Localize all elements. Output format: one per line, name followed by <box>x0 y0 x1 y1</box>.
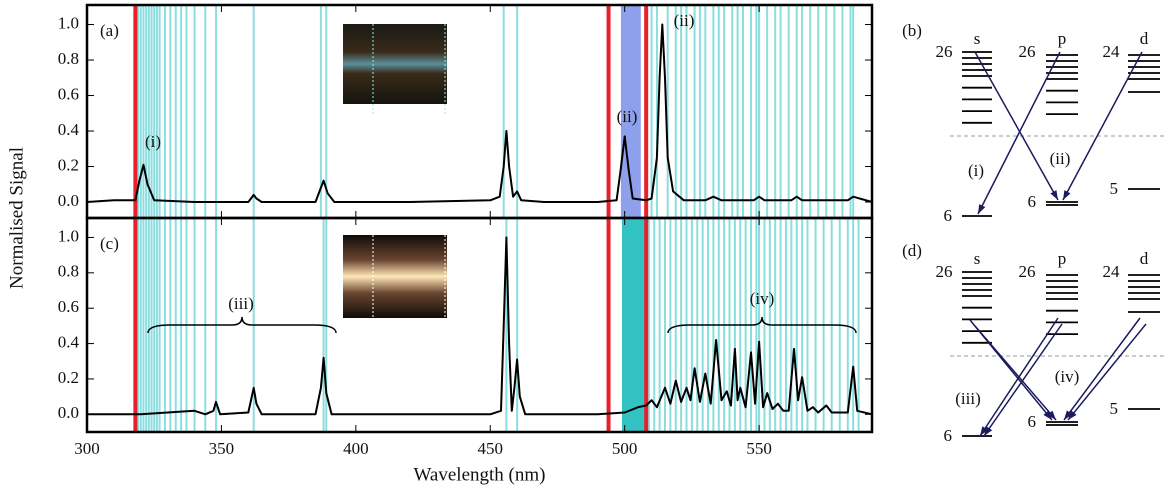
x-tick-label: 350 <box>209 439 235 458</box>
arrow-head <box>978 204 986 214</box>
y-axis-label: Normalised Signal <box>6 147 27 289</box>
panel: 0.0 0.2 0.4 0.6 0.8 1.0 300 350 400 450 500 550 (c) (… <box>58 216 874 485</box>
x-axis-label: Wavelength (nm) <box>414 464 546 485</box>
orbital-label: s <box>974 29 981 48</box>
inset-image <box>343 235 447 318</box>
y-tick-label: 0.6 <box>58 297 79 316</box>
x-tick-label: 300 <box>74 439 100 458</box>
transition-label: (i) <box>968 161 984 180</box>
level-label: 6 <box>1028 412 1037 431</box>
y-tick-label: 0.6 <box>58 84 79 103</box>
panel: 0.0 0.2 0.4 0.6 0.8 1.0 (a) (i) (ii) (ii) Normalis… <box>6 3 874 289</box>
arrow-head <box>1068 410 1077 420</box>
arrow-head <box>1064 410 1073 420</box>
transition-label: (iii) <box>955 389 981 408</box>
panel-label: (c) <box>100 234 119 253</box>
orbital-label: d <box>1140 249 1149 268</box>
transition-arrow <box>979 317 1059 437</box>
orbital-label: d <box>1140 29 1149 48</box>
transition-arrow <box>983 323 1063 437</box>
transition-label: (iv) <box>1055 367 1080 386</box>
arrow-head <box>1063 190 1071 200</box>
annotation: (iv) <box>750 289 775 308</box>
energy-diagram: (d) s 26 6 p 26 6 d 24 5 (iii) (iv) <box>902 241 1165 445</box>
y-tick-label: 0.4 <box>58 120 80 139</box>
annotation: (ii) <box>674 11 695 30</box>
diagrams: (b) s 26 6 p 26 6 d 24 5 (i) (ii) (d) s 26 6 p 26 6 d 24 5 (ii… <box>902 21 1165 445</box>
y-tick-label: 0.2 <box>58 368 79 387</box>
level-label: 26 <box>936 42 953 61</box>
spectrum-line <box>87 236 873 416</box>
level-label: 6 <box>944 426 953 445</box>
y-tick-label: 0.2 <box>58 155 79 174</box>
plot-frame <box>85 216 874 434</box>
x-tick-label: 500 <box>612 439 638 458</box>
y-tick-label: 0.8 <box>58 262 79 281</box>
y-tick-label: 0.0 <box>58 191 79 210</box>
transition-arrow <box>974 51 1059 201</box>
arrow-head <box>1047 410 1056 420</box>
spectrum-line <box>86 23 873 203</box>
orbital-label: s <box>974 249 981 268</box>
level-label: 24 <box>1103 262 1121 281</box>
band <box>621 218 647 432</box>
level-label: 6 <box>944 206 953 225</box>
insets <box>147 24 857 334</box>
transition-arrow <box>1062 51 1143 201</box>
transition-arrow <box>974 325 1057 421</box>
arrow-head <box>980 426 989 436</box>
brace <box>667 316 857 334</box>
x-tick-label: 400 <box>343 439 369 458</box>
arrow-head <box>1050 190 1058 200</box>
energy-diagram: (b) s 26 6 p 26 6 d 24 5 (i) (ii) <box>902 21 1165 225</box>
x-tick-label: 450 <box>478 439 504 458</box>
y-tick-label: 0.0 <box>58 403 79 422</box>
level-label: 24 <box>1103 42 1121 61</box>
annotation: (i) <box>145 132 161 151</box>
arrow-head <box>984 426 993 436</box>
level-label: 26 <box>1019 42 1036 61</box>
level-label: 5 <box>1110 399 1119 418</box>
annotation: (ii) <box>617 107 638 126</box>
orbital-label: p <box>1058 29 1067 48</box>
annotation: (iii) <box>228 294 254 313</box>
y-tick-label: 1.0 <box>58 226 79 245</box>
panel-label: (d) <box>902 241 922 260</box>
brace <box>147 316 337 334</box>
level-label: 26 <box>1019 262 1036 281</box>
level-label: 5 <box>1110 179 1119 198</box>
level-label: 6 <box>1028 192 1037 211</box>
level-label: 26 <box>936 262 953 281</box>
transition-arrow <box>977 51 1061 215</box>
panel-label: (a) <box>100 21 119 40</box>
band <box>620 5 641 218</box>
y-tick-label: 0.4 <box>58 332 80 351</box>
panel-label: (b) <box>902 21 922 40</box>
transition-arrow <box>1063 317 1141 421</box>
transition-label: (ii) <box>1050 149 1071 168</box>
inset-image <box>343 24 447 104</box>
orbital-label: p <box>1058 249 1067 268</box>
y-tick-label: 1.0 <box>58 13 79 32</box>
y-tick-label: 0.8 <box>58 49 79 68</box>
x-tick-label: 550 <box>746 439 772 458</box>
transition-arrow <box>1067 323 1147 421</box>
